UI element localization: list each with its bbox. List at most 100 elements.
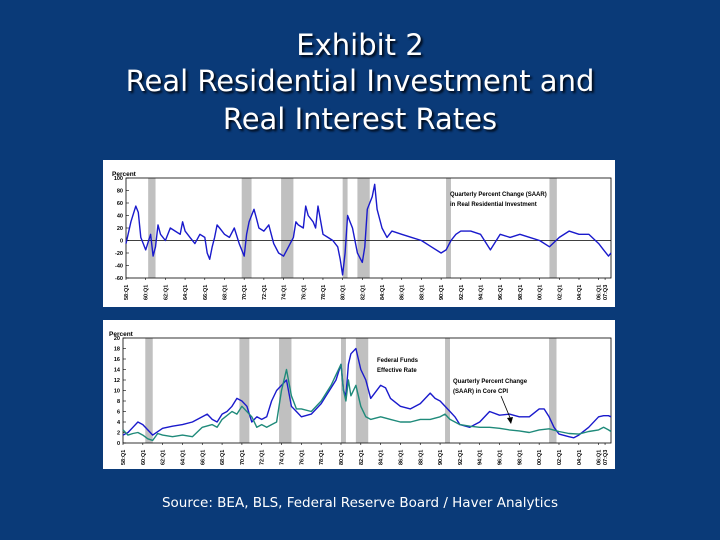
chart1-y-tick-label: 80 [117,189,123,195]
chart1-x-tick-label: 68:Q1 [222,285,228,300]
chart1-y-axis-label: Percent [112,171,137,178]
chart1-x-tick-label: 72:Q1 [262,285,268,300]
chart1-x-tick-label: 96:Q1 [498,285,504,300]
chart2-x-tick-label: 72:Q1 [260,450,266,465]
chart2-x-tick-label: 80:Q1 [339,450,345,465]
chart2-y-tick-label: 10 [114,389,120,395]
chart1-x-tick-label: 00:Q1 [538,285,544,300]
chart2-y-tick-label: 4 [117,420,121,426]
chart1-x-tick-label: 60:Q1 [144,285,150,300]
chart2-recession-bar [239,338,250,443]
interest-rates-chart: Percent 20 18 16 14 12 10 8 6 4 2 0 58:Q1 60:Q1 62:Q1 6… [103,320,615,469]
chart1-x-tick-label: 74:Q1 [282,285,288,300]
chart2-x-tick-label: 04:Q1 [577,450,583,465]
residential-investment-chart: Percent 100 80 60 40 20 0 -20 -40 -60 58:Q1 60:Q1 62… [103,160,615,307]
chart1-recession-bar [148,178,156,278]
chart2-y-tick-label: 0 [117,441,120,447]
chart1-x-tick-label: 04:Q1 [577,285,583,300]
chart1-y-tick-label: -40 [115,264,123,270]
chart1-recession-bar [281,178,294,278]
chart2-x-tick-label: 68:Q1 [220,450,226,465]
chart2-y-tick-label: 8 [117,399,120,405]
chart2-recession-bar [445,338,450,443]
chart1-y-tick-label: -20 [115,251,123,257]
chart1-x-tick-label: 84:Q1 [380,285,386,300]
chart1-x-tick-label: 62:Q1 [163,285,169,300]
chart1-x-tick-label: 06:Q1 [597,285,603,300]
chart2-x-tick-label: 90:Q1 [438,450,444,465]
chart2-x-tick-label: 74:Q1 [280,450,286,465]
slide-title-line3: Real Interest Rates [222,102,498,136]
chart2-recession-bar [549,338,557,443]
chart1-series-line-1 [125,183,612,276]
chart2-x-tick-label: 58:Q1 [121,450,127,465]
chart1-x-tick-label: 76:Q1 [301,285,307,300]
chart2-y-tick-label: 6 [117,410,120,416]
chart2-annotation: Federal Funds [377,358,419,364]
chart2-y-axis-label: Percent [109,331,134,338]
chart2-x-tick-label: 00:Q1 [537,450,543,465]
chart2-x-tick-label: 07:Q3 [603,450,609,465]
chart2-x-tick-label: 60:Q1 [141,450,147,465]
chart2-x-tick-label: 88:Q1 [418,450,424,465]
chart2-y-tick-label: 20 [114,336,120,342]
chart2-x-tick-label: 78:Q1 [319,450,325,465]
chart1-recession-bar [357,178,370,278]
chart2-x-tick-label: 02:Q1 [557,450,563,465]
chart1-x-tick-label: 78:Q1 [321,285,327,300]
chart2-series-line-2 [122,363,612,442]
chart1-x-tick-label: 64:Q1 [183,285,189,300]
chart2-annotation-arrowhead [507,417,513,424]
chart1-annotation: in Real Residential Investment [450,202,537,208]
chart1-recession-bar [342,178,348,278]
chart2-x-tick-label: 94:Q1 [478,450,484,465]
slide-title-line2: Real Residential Investment and [125,64,595,98]
chart1-recession-bar [446,178,451,278]
chart1-y-tick-label: -60 [115,276,123,282]
chart2-annotation: (SAAR) in Core CPI [453,389,508,395]
chart1-x-tick-label: 02:Q1 [557,285,563,300]
chart2-y-tick-label: 18 [114,347,120,353]
chart2-x-tick-label: 92:Q1 [458,450,464,465]
chart2-x-tick-label: 86:Q1 [398,450,404,465]
chart1-x-tick-label: 86:Q1 [400,285,406,300]
chart1-recession-bar [549,178,557,278]
chart1-x-tick-label: 92:Q1 [459,285,465,300]
chart2-recession-bar [145,338,153,443]
slide-title-line1: Exhibit 2 [296,28,424,62]
chart2-x-tick-label: 06:Q1 [597,450,603,465]
chart2-recession-bar [279,338,292,443]
chart2-x-tick-label: 96:Q1 [498,450,504,465]
chart1-x-tick-label: 82:Q1 [360,285,366,300]
chart1-y-tick-label: 20 [117,226,123,232]
chart2-x-tick-label: 64:Q1 [180,450,186,465]
chart2-annotation-arrow [500,395,512,421]
chart1-x-tick-label: 07:Q3 [603,285,609,300]
chart1-annotation: Quarterly Percent Change (SAAR) [450,192,547,198]
chart1-x-tick-label: 88:Q1 [419,285,425,300]
chart2-x-tick-label: 82:Q1 [359,450,365,465]
chart2-y-tick-label: 14 [114,368,121,374]
chart2-x-tick-label: 62:Q1 [161,450,167,465]
chart2-x-tick-label: 76:Q1 [299,450,305,465]
chart2-x-tick-label: 84:Q1 [379,450,385,465]
chart1-x-tick-label: 66:Q1 [203,285,209,300]
chart2-x-tick-label: 98:Q1 [517,450,523,465]
chart2-annotation: Quarterly Percent Change [453,379,528,385]
chart1-recession-bar [241,178,252,278]
chart1-x-tick-label: 70:Q1 [242,285,248,300]
chart2-x-tick-label: 70:Q1 [240,450,246,465]
chart1-x-tick-label: 80:Q1 [341,285,347,300]
chart1-y-tick-label: 0 [120,239,123,245]
chart1-x-tick-label: 58:Q1 [124,285,130,300]
chart2-y-tick-label: 12 [114,378,120,384]
chart1-y-tick-label: 60 [117,201,123,207]
chart1-x-tick-label: 98:Q1 [518,285,524,300]
chart2-x-tick-label: 66:Q1 [200,450,206,465]
chart1-x-tick-label: 90:Q1 [439,285,445,300]
chart1-y-tick-label: 100 [114,176,123,182]
chart2-annotation: Effective Rate [377,368,417,374]
chart1-y-tick-label: 40 [117,214,123,220]
